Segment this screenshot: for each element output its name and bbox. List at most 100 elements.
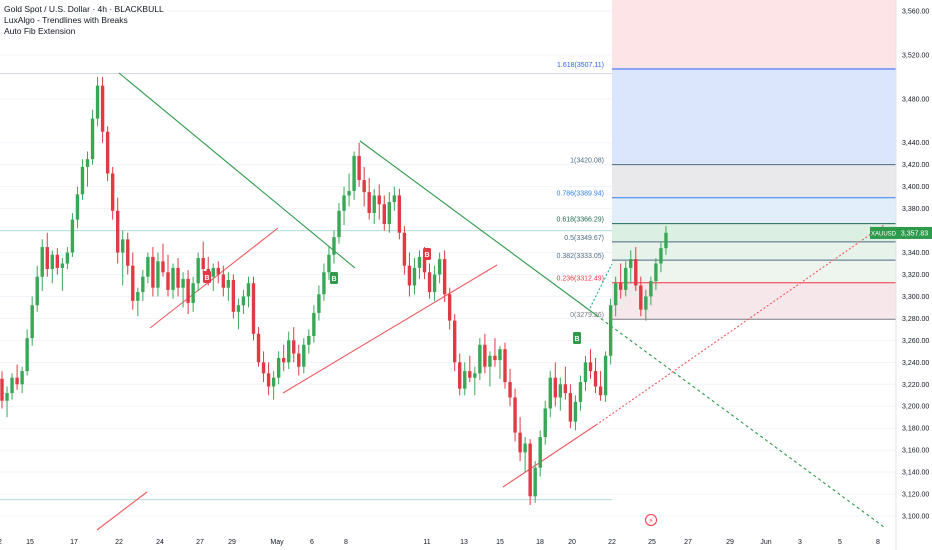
candle (75, 186, 80, 229)
candle (302, 338, 306, 374)
candle-body (332, 237, 336, 255)
fib-label: 0.5(3349.67) (564, 235, 604, 242)
candle-body (598, 386, 603, 396)
candle-body (211, 267, 215, 277)
candle-body (121, 239, 125, 253)
candle-body (392, 195, 397, 203)
x-tick-label: 22 (608, 539, 616, 546)
candle-body (447, 294, 452, 321)
y-tick-label: 3,260.00 (902, 338, 929, 345)
fib-label: 0.618(3366.29) (557, 217, 604, 224)
candle (488, 351, 492, 387)
candle-body (382, 204, 386, 224)
candle-body (171, 267, 175, 290)
candle (659, 241, 663, 273)
candle (80, 159, 85, 200)
candle-body (397, 195, 402, 233)
candle (649, 276, 653, 306)
candle (447, 287, 452, 330)
candle-body (513, 397, 517, 433)
candle-body (241, 296, 246, 306)
candle (478, 338, 482, 380)
candle-body (327, 254, 331, 273)
x-tick-label: 17 (70, 539, 78, 546)
x-tick-label: 22 (115, 539, 123, 546)
candle (513, 388, 517, 442)
candle-body (176, 267, 180, 288)
candle (458, 353, 462, 396)
candle-body (593, 371, 598, 387)
candle (161, 243, 165, 277)
candle (50, 250, 54, 284)
candle-body (578, 382, 583, 402)
candle-body (568, 393, 573, 422)
candle-body (483, 344, 487, 367)
candle (453, 314, 457, 372)
candle-body (473, 373, 477, 378)
candle (629, 250, 633, 284)
candle (412, 258, 417, 295)
candle-body (50, 254, 54, 269)
candle-body (533, 467, 537, 497)
candle (528, 439, 532, 506)
candle-body (377, 195, 381, 205)
candle (518, 417, 522, 462)
fib-zone (612, 164, 896, 198)
candle (281, 344, 286, 372)
candle (573, 395, 578, 431)
candle-body (442, 259, 447, 295)
candle-body (523, 443, 527, 453)
candle-body (347, 191, 351, 196)
candle (141, 270, 145, 301)
candle (322, 263, 326, 301)
candle (618, 263, 623, 299)
candle (498, 345, 502, 379)
candle-body (639, 285, 643, 310)
candle-body (634, 259, 638, 286)
candle-body (664, 232, 668, 249)
candle (266, 362, 271, 396)
candle-body (342, 195, 346, 211)
candle-body (20, 371, 24, 385)
x-tick-label: 13 (460, 539, 468, 546)
candle (276, 351, 281, 385)
candle (613, 276, 618, 317)
y-tick-label: 3,520.00 (902, 52, 929, 59)
candle-body (30, 305, 34, 339)
break-label-box (573, 332, 581, 344)
candle (90, 109, 95, 165)
candle (432, 265, 437, 301)
candle (563, 366, 568, 400)
candle (387, 192, 392, 233)
x-tick-label: 3 (798, 539, 802, 546)
candle-body (538, 436, 542, 468)
candle-body (432, 274, 437, 293)
candle-body (624, 267, 628, 290)
candle-body (261, 362, 266, 374)
break-label-box (203, 271, 211, 283)
x-tick-label: 29 (228, 539, 236, 546)
indicator-fib-label[interactable]: Auto Fib Extension (4, 26, 76, 36)
candle-body (583, 362, 588, 383)
candle (508, 368, 512, 407)
candle (20, 366, 24, 394)
x-tick-label: 15 (496, 539, 504, 546)
candle-body (80, 166, 85, 195)
break-label-text: B (204, 275, 209, 282)
candle-body (186, 278, 190, 304)
indicator-trendlines-label[interactable]: LuxAlgo - Trendlines with Breaks (4, 15, 128, 25)
candle (287, 331, 291, 369)
candle-body (402, 232, 407, 266)
candle (417, 250, 422, 279)
candle (166, 254, 170, 297)
candle (568, 384, 573, 429)
candle (483, 333, 487, 374)
y-tick-label: 3,440.00 (902, 140, 929, 147)
candle (583, 355, 588, 391)
x-tick-label: 15 (26, 539, 34, 546)
symbol-title[interactable]: Gold Spot / U.S. Dollar · 4h · BLACKBULL (4, 4, 164, 14)
candle-body (543, 408, 547, 437)
candle-body (231, 279, 236, 312)
candle (533, 461, 537, 503)
